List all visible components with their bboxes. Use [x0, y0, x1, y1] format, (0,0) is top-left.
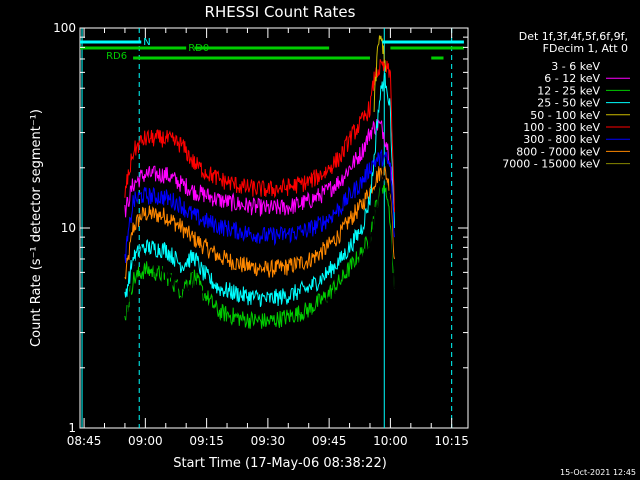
footer-timestamp: 15-Oct-2021 12:45: [560, 468, 636, 477]
series-line-1: [124, 118, 395, 218]
y-tick-label-2: 100: [53, 21, 76, 35]
plot-frame: [79, 27, 469, 429]
legend-label-5: 100 - 300 keV: [523, 121, 600, 134]
x-tick-label-4: 09:45: [312, 434, 347, 448]
y-tick-label-0: 1: [68, 421, 76, 435]
chart-title: RHESSI Count Rates: [205, 3, 356, 21]
x-tick-label-1: 09:00: [128, 434, 163, 448]
legend: Det 1f,3f,4f,5f,6f,9f, FDecim 1, Att 0 3…: [502, 30, 630, 171]
y-tick-label-1: 10: [61, 221, 76, 235]
series-line-3: [124, 72, 395, 307]
series-line-4: [373, 35, 387, 113]
x-tick-label-6: 10:15: [434, 434, 469, 448]
legend-label-6: 300 - 800 keV: [523, 133, 600, 146]
x-tick-label-0: 08:45: [67, 434, 102, 448]
vertical-marker-lines: [81, 28, 453, 428]
flag-bars: NRD0RD6: [80, 37, 464, 62]
legend-label-7: 800 - 7000 keV: [516, 145, 600, 158]
legend-header-line-1: Det 1f,3f,4f,5f,6f,9f,: [519, 30, 628, 43]
series-line-7: [124, 165, 395, 280]
x-tick-label-3: 09:30: [251, 434, 286, 448]
x-axis-label: Start Time (17-May-06 08:38:22): [173, 456, 387, 471]
series-line-6: [124, 149, 395, 264]
x-tick-label-2: 09:15: [189, 434, 224, 448]
flag-label-5: RD6: [106, 51, 127, 62]
legend-label-0: 3 - 6 keV: [551, 60, 600, 73]
legend-label-1: 6 - 12 keV: [544, 72, 600, 85]
y-axis-ticks: 1 10 100: [53, 21, 468, 435]
legend-label-3: 25 - 50 keV: [537, 97, 600, 110]
legend-label-2: 12 - 25 keV: [537, 84, 600, 97]
legend-label-4: 50 - 100 keV: [530, 109, 600, 122]
legend-header-line-2: FDecim 1, Att 0: [543, 42, 628, 55]
legend-label-8: 7000 - 15000 keV: [502, 158, 600, 171]
x-tick-label-5: 10:00: [373, 434, 408, 448]
series-layer: [124, 35, 395, 355]
series-line-5: [124, 59, 395, 213]
x-axis-ticks: 08:45 09:00 09:15 09:30 09:45 10:00 10:15: [67, 28, 469, 448]
y-axis-label: Count Rate (s⁻¹ detector segment⁻¹): [29, 109, 44, 347]
series-line-0: [124, 172, 395, 355]
flag-label-0: N: [143, 37, 150, 48]
